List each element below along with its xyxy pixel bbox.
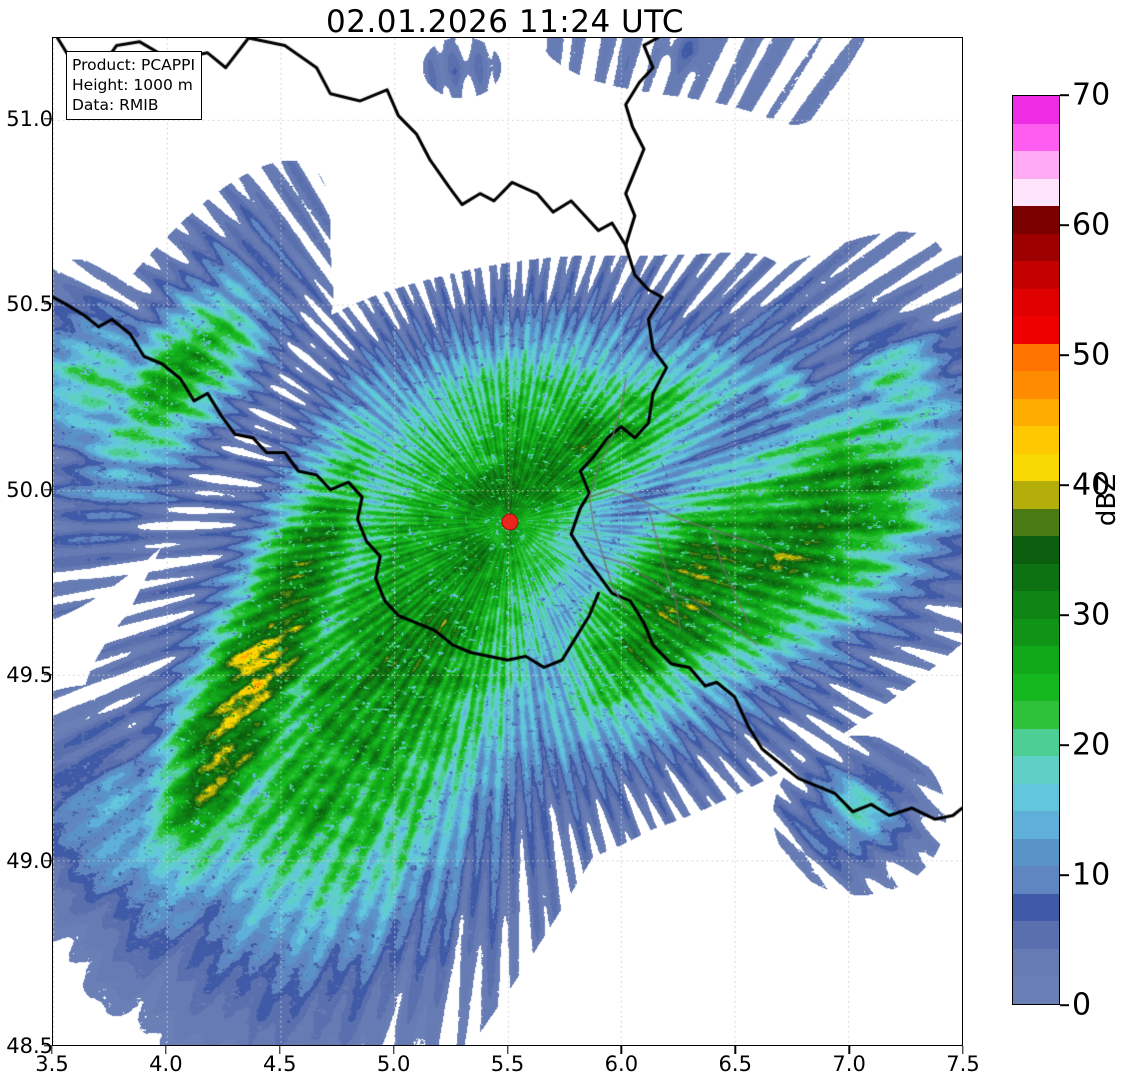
colorbar-band [1013, 453, 1059, 481]
colorbar-tick-mark [1060, 354, 1069, 356]
info-product-line: Product: PCAPPI [72, 56, 196, 74]
y-tick-mark [44, 1045, 52, 1047]
page-title: 02.01.2026 11:24 UTC [326, 4, 684, 40]
info-data-line: Data: RMIB [72, 96, 159, 114]
y-tick-mark [44, 674, 52, 676]
colorbar-band [1013, 838, 1059, 866]
colorbar-band [1013, 288, 1059, 316]
x-tick-mark [848, 1046, 850, 1054]
y-tick-mark [44, 303, 52, 305]
colorbar-band [1013, 536, 1059, 564]
colorbar-band [1013, 673, 1059, 701]
info-height-line: Height: 1000 m [72, 76, 193, 94]
x-tick-mark [392, 1046, 395, 1054]
x-tick-mark [279, 1046, 281, 1054]
x-tick-label: 7.0 [832, 1052, 866, 1076]
x-tick-mark [620, 1046, 623, 1054]
y-tick-mark [44, 117, 52, 120]
colorbar-band [1013, 976, 1059, 1004]
colorbar-tick-mark [1060, 1004, 1069, 1006]
x-tick-mark [506, 1046, 509, 1054]
colorbar-tick-label: 40 [1072, 467, 1111, 503]
x-tick-mark [734, 1046, 736, 1054]
colorbar-band [1013, 371, 1059, 399]
colorbar-band [1013, 96, 1059, 124]
colorbar-band [1013, 206, 1059, 234]
colorbar-tick-mark [1060, 614, 1069, 616]
x-tick-label: 7.5 [946, 1052, 980, 1076]
colorbar-tick-mark [1060, 224, 1069, 226]
colorbar-tick-mark [1060, 744, 1069, 746]
colorbar-band [1013, 948, 1059, 976]
x-tick-label: 4.0 [149, 1052, 183, 1076]
colorbar-band [1013, 426, 1059, 454]
colorbar-tick-label: 0 [1072, 987, 1092, 1023]
x-tick-label: 5.0 [376, 1052, 411, 1076]
colorbar-tick-mark [1060, 484, 1069, 486]
colorbar-band [1013, 591, 1059, 619]
x-tick-label: 4.5 [263, 1052, 297, 1076]
colorbar-tick-label: 30 [1072, 597, 1111, 633]
colorbar-tick-mark [1060, 874, 1069, 876]
colorbar-tick-mark [1060, 94, 1069, 96]
colorbar-band [1013, 563, 1059, 591]
colorbar-band [1013, 123, 1059, 151]
colorbar-tick-label: 20 [1072, 727, 1111, 763]
x-tick-mark [962, 1046, 964, 1054]
x-tick-label: 5.5 [490, 1052, 525, 1076]
colorbar-band [1013, 893, 1059, 921]
y-tick-mark [44, 859, 52, 862]
colorbar-band [1013, 866, 1059, 894]
colorbar-band [1013, 728, 1059, 756]
colorbar-band [1013, 646, 1059, 674]
colorbar-band [1013, 921, 1059, 949]
colorbar-band [1013, 151, 1059, 179]
colorbar-band [1013, 398, 1059, 426]
colorbar-band [1013, 233, 1059, 261]
colorbar-tick-label: 70 [1072, 77, 1111, 113]
colorbar-band [1013, 811, 1059, 839]
colorbar-scale [1012, 95, 1060, 1005]
colorbar-title: dBZ [1092, 473, 1122, 527]
colorbar-band [1013, 343, 1059, 371]
colorbar-band [1013, 316, 1059, 344]
radar-station-marker[interactable] [501, 513, 519, 531]
colorbar-tick-label: 10 [1072, 857, 1111, 893]
y-tick-mark [44, 488, 52, 491]
colorbar-band [1013, 756, 1059, 784]
x-tick-label: 3.5 [35, 1052, 69, 1076]
x-tick-mark [51, 1046, 53, 1054]
colorbar-band [1013, 783, 1059, 811]
colorbar-band [1013, 508, 1059, 536]
x-tick-label: 6.5 [718, 1052, 752, 1076]
colorbar-tick-label: 60 [1072, 207, 1111, 243]
colorbar-band [1013, 701, 1059, 729]
colorbar-band [1013, 178, 1059, 206]
x-tick-label: 6.0 [604, 1052, 639, 1076]
colorbar-band [1013, 618, 1059, 646]
colorbar-band [1013, 481, 1059, 509]
x-tick-mark [165, 1046, 167, 1054]
colorbar-band [1013, 261, 1059, 289]
product-info-box: Product: PCAPPI Height: 1000 m Data: RMI… [66, 51, 203, 120]
colorbar-tick-label: 50 [1072, 337, 1111, 373]
radar-map-plot[interactable]: Product: PCAPPI Height: 1000 m Data: RMI… [52, 37, 963, 1046]
radar-reflectivity-layer [53, 38, 962, 1045]
